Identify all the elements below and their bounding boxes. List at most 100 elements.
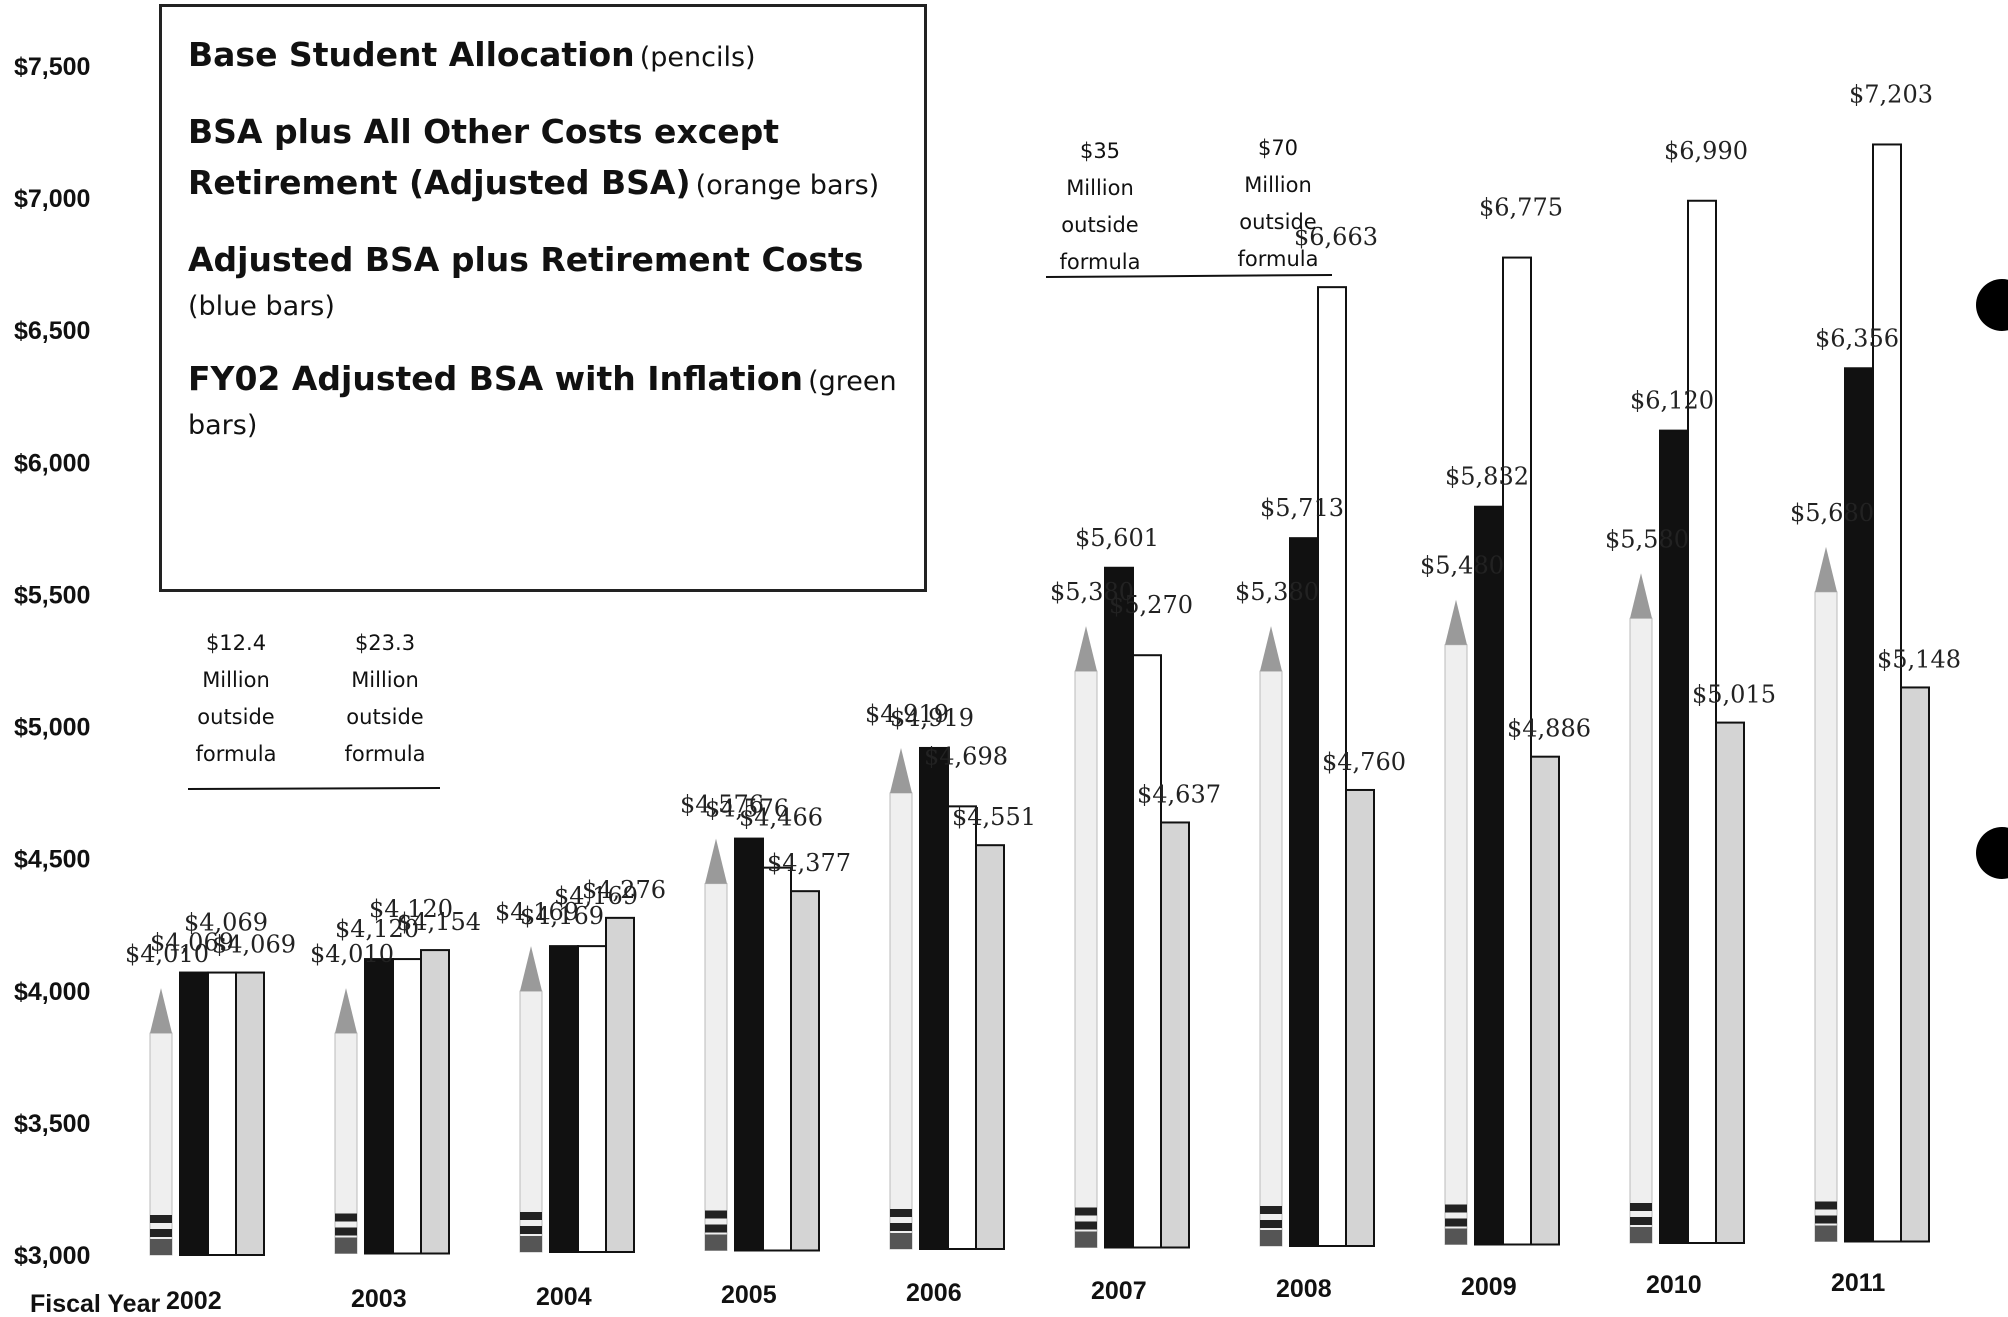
- bar-retirement: [762, 866, 792, 1252]
- pencil-eraser: [705, 1234, 727, 1251]
- bar-inflation: [1160, 821, 1190, 1249]
- legend-item-inflation: FY02 Adjusted BSA with Inflation (green …: [188, 353, 898, 446]
- pencil-band: [890, 1223, 912, 1231]
- pencil-body: [704, 883, 728, 1251]
- pencil-eraser: [890, 1233, 912, 1249]
- pencil-body: [1074, 670, 1098, 1248]
- pencil-tip: [1260, 626, 1282, 672]
- bar-adjusted: [1289, 537, 1319, 1247]
- pencil-band: [150, 1229, 172, 1237]
- pencil-tip: [1445, 599, 1467, 645]
- bar-inflation: [1345, 788, 1375, 1247]
- legend-item-bsa: Base Student Allocation (pencils): [188, 29, 898, 80]
- value-label-bsa: $5,680: [1790, 499, 1874, 527]
- bar-retirement: [1317, 286, 1347, 1247]
- value-label-inflation: $5,015: [1692, 681, 1776, 709]
- bar-adjusted: [364, 958, 394, 1255]
- bar-adjusted: [179, 971, 209, 1256]
- pencil-band: [1075, 1221, 1097, 1230]
- bar-retirement: [1687, 199, 1717, 1245]
- y-tick-label: $4,500: [14, 846, 90, 874]
- pencil-eraser: [1815, 1225, 1837, 1242]
- legend-note: (green bars): [188, 366, 897, 441]
- chart-legend: Base Student Allocation (pencils) BSA pl…: [159, 4, 927, 592]
- pencil-eraser: [150, 1239, 172, 1255]
- annotation-line: Million: [202, 668, 270, 692]
- value-label-bsa: $5,380: [1050, 578, 1134, 606]
- hole-punch-mark: [1976, 279, 2008, 331]
- bar-inflation: [1530, 755, 1560, 1246]
- value-label-bsa: $5,380: [1235, 578, 1319, 606]
- value-label-inflation: $4,276: [582, 876, 666, 904]
- legend-note: (blue bars): [188, 290, 335, 322]
- y-tick-label: $6,500: [14, 317, 90, 345]
- annotation-line: formula: [1238, 247, 1319, 271]
- annotation-line: $35: [1080, 139, 1120, 163]
- value-label-retirement: $6,990: [1664, 137, 1748, 165]
- legend-note: (orange bars): [695, 170, 880, 202]
- value-label-adjusted: $4,576: [705, 795, 789, 823]
- pencil-band: [335, 1227, 357, 1236]
- annotation-line: Million: [1244, 173, 1312, 197]
- x-tick-label: 2003: [351, 1285, 407, 1313]
- annotation-line: outside: [197, 705, 274, 729]
- pencil-eraser: [1075, 1231, 1097, 1248]
- y-tick-label: $7,500: [14, 53, 90, 81]
- bar-retirement: [577, 945, 607, 1253]
- annotation-line: outside: [1239, 210, 1316, 234]
- pencil-tip: [1630, 573, 1652, 619]
- value-label-inflation: $4,069: [212, 931, 296, 959]
- pencil-eraser: [1445, 1228, 1467, 1245]
- pencil-body: [1629, 617, 1653, 1244]
- pencil-tip: [335, 988, 357, 1034]
- bar-adjusted: [1104, 566, 1134, 1249]
- pencil-tip: [1075, 626, 1097, 672]
- annotation-line: $23.3: [355, 631, 415, 655]
- bar-retirement: [1132, 654, 1162, 1249]
- value-label-bsa: $5,580: [1605, 525, 1689, 553]
- bar-inflation: [605, 916, 635, 1253]
- value-label-adjusted: $4,120: [335, 915, 419, 943]
- value-label-inflation: $4,760: [1322, 748, 1406, 776]
- x-tick-label: 2009: [1461, 1273, 1517, 1301]
- value-label-inflation: $4,886: [1507, 715, 1591, 743]
- pencil-tip: [150, 988, 172, 1034]
- legend-label: Base Student Allocation: [188, 35, 635, 74]
- value-label-inflation: $4,154: [397, 908, 481, 936]
- y-tick-label: $6,000: [14, 449, 90, 477]
- pencil-tip: [520, 946, 542, 992]
- legend-item-adjusted: BSA plus All Other Costs except Retireme…: [188, 106, 898, 208]
- bar-adjusted: [734, 837, 764, 1252]
- value-label-bsa: $4,010: [310, 940, 394, 968]
- pencil-band: [705, 1210, 727, 1219]
- pencil-eraser: [335, 1237, 357, 1254]
- value-label-inflation: $5,148: [1877, 645, 1961, 673]
- value-label-retirement: $4,120: [369, 895, 453, 923]
- value-label-adjusted: $4,919: [890, 704, 974, 732]
- pencil-body: [1814, 591, 1838, 1242]
- pencil-band: [520, 1226, 542, 1234]
- pencil-band: [1445, 1218, 1467, 1227]
- bar-inflation: [235, 971, 265, 1256]
- hole-punch-mark: [1976, 827, 2008, 879]
- value-label-inflation: $4,637: [1137, 780, 1221, 808]
- value-label-bsa: $5,480: [1420, 552, 1504, 580]
- value-label-bsa: $4,010: [125, 940, 209, 968]
- value-label-retirement: $7,203: [1849, 80, 1933, 108]
- pencil-band: [890, 1209, 912, 1217]
- bar-retirement: [1872, 143, 1902, 1243]
- value-label-adjusted: $5,713: [1260, 494, 1344, 522]
- value-label-bsa: $4,576: [680, 791, 764, 819]
- pencil-band: [335, 1213, 357, 1222]
- bar-retirement: [947, 805, 977, 1250]
- bar-inflation: [1900, 686, 1930, 1243]
- value-label-bsa: $4,919: [865, 700, 949, 728]
- annotation-line: $70: [1258, 136, 1298, 160]
- bar-retirement: [207, 971, 237, 1256]
- pencil-band: [1445, 1204, 1467, 1213]
- pencil-band: [1815, 1215, 1837, 1224]
- x-tick-label: 2004: [536, 1283, 592, 1311]
- bar-inflation: [420, 949, 450, 1255]
- value-label-adjusted: $5,832: [1445, 463, 1529, 491]
